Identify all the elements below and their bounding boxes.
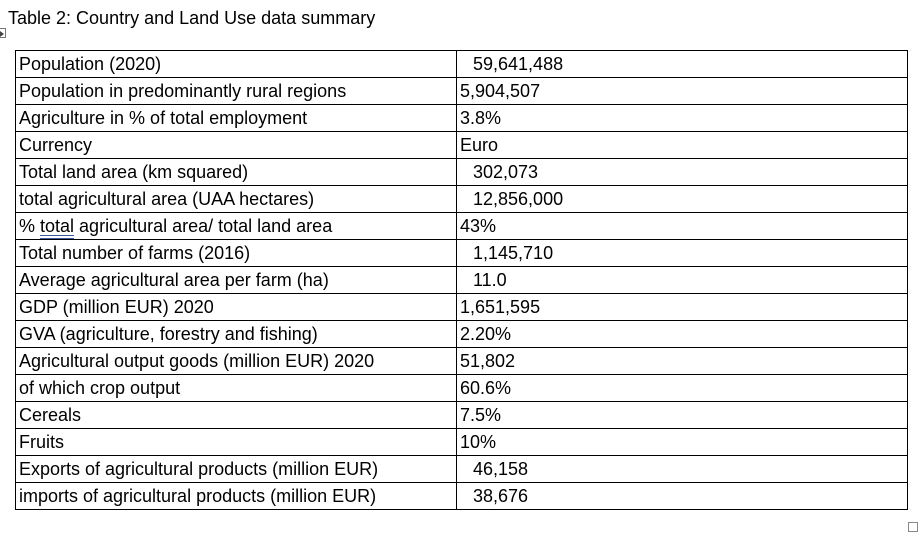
row-value: 12,856,000 (456, 185, 908, 213)
table-caption: Table 2: Country and Land Use data summa… (8, 8, 376, 28)
table-resize-handle[interactable] (908, 522, 918, 532)
table-row: Cereals 7.5% (15, 401, 908, 429)
table-row: imports of agricultural products (millio… (15, 482, 908, 510)
row-label: % total agricultural area/ total land ar… (15, 212, 457, 240)
table-row: Population in predominantly rural region… (15, 77, 908, 105)
row-value: 51,802 (456, 347, 908, 375)
table-row: Average agricultural area per farm (ha) … (15, 266, 908, 294)
table-row: % total agricultural area/ total land ar… (15, 212, 908, 240)
row-value: 302,073 (456, 158, 908, 186)
row-label: Agricultural output goods (million EUR) … (15, 347, 457, 375)
table-row: Fruits 10% (15, 428, 908, 456)
table-anchor-handle[interactable] (0, 28, 6, 38)
row-label: Exports of agricultural products (millio… (15, 455, 457, 483)
table-row: Agriculture in % of total employment 3.8… (15, 104, 908, 132)
table-row: Total number of farms (2016) 1,145,710 (15, 239, 908, 267)
table-row: Currency Euro (15, 131, 908, 159)
row-label: GVA (agriculture, forestry and fishing) (15, 320, 457, 348)
row-label: Currency (15, 131, 457, 159)
row-label-suffix: agricultural area/ total land area (74, 216, 333, 236)
row-label: Fruits (15, 428, 457, 456)
row-value: 3.8% (456, 104, 908, 132)
row-value: 60.6% (456, 374, 908, 402)
row-value: 2.20% (456, 320, 908, 348)
row-label: Agriculture in % of total employment (15, 104, 457, 132)
row-value: 43% (456, 212, 908, 240)
row-label: GDP (million EUR) 2020 (15, 293, 457, 321)
row-value: 1,145,710 (456, 239, 908, 267)
data-summary-table: Population (2020) 59,641,488 Population … (15, 50, 908, 510)
row-value: 7.5% (456, 401, 908, 429)
table-row: of which crop output 60.6% (15, 374, 908, 402)
row-value: 1,651,595 (456, 293, 908, 321)
table-row: GVA (agriculture, forestry and fishing) … (15, 320, 908, 348)
grammar-flagged-word[interactable]: total (40, 216, 75, 236)
row-label: Total land area (km squared) (15, 158, 457, 186)
row-label: Average agricultural area per farm (ha) (15, 266, 457, 294)
row-label: Cereals (15, 401, 457, 429)
row-value: Euro (456, 131, 908, 159)
row-label: imports of agricultural products (millio… (15, 482, 457, 510)
row-label: of which crop output (15, 374, 457, 402)
table-row: Agricultural output goods (million EUR) … (15, 347, 908, 375)
row-label: Total number of farms (2016) (15, 239, 457, 267)
row-value: 5,904,507 (456, 77, 908, 105)
table-row: Population (2020) 59,641,488 (15, 50, 908, 78)
row-value: 11.0 (456, 266, 908, 294)
row-label: Population (2020) (15, 50, 457, 78)
row-value: 10% (456, 428, 908, 456)
row-value: 59,641,488 (456, 50, 908, 78)
table-row: GDP (million EUR) 2020 1,651,595 (15, 293, 908, 321)
row-label: total agricultural area (UAA hectares) (15, 185, 457, 213)
table-row: Exports of agricultural products (millio… (15, 455, 908, 483)
table-row: Total land area (km squared) 302,073 (15, 158, 908, 186)
row-value: 46,158 (456, 455, 908, 483)
row-label-prefix: % (19, 216, 41, 236)
table-row: total agricultural area (UAA hectares) 1… (15, 185, 908, 213)
row-value: 38,676 (456, 482, 908, 510)
row-label: Population in predominantly rural region… (15, 77, 457, 105)
